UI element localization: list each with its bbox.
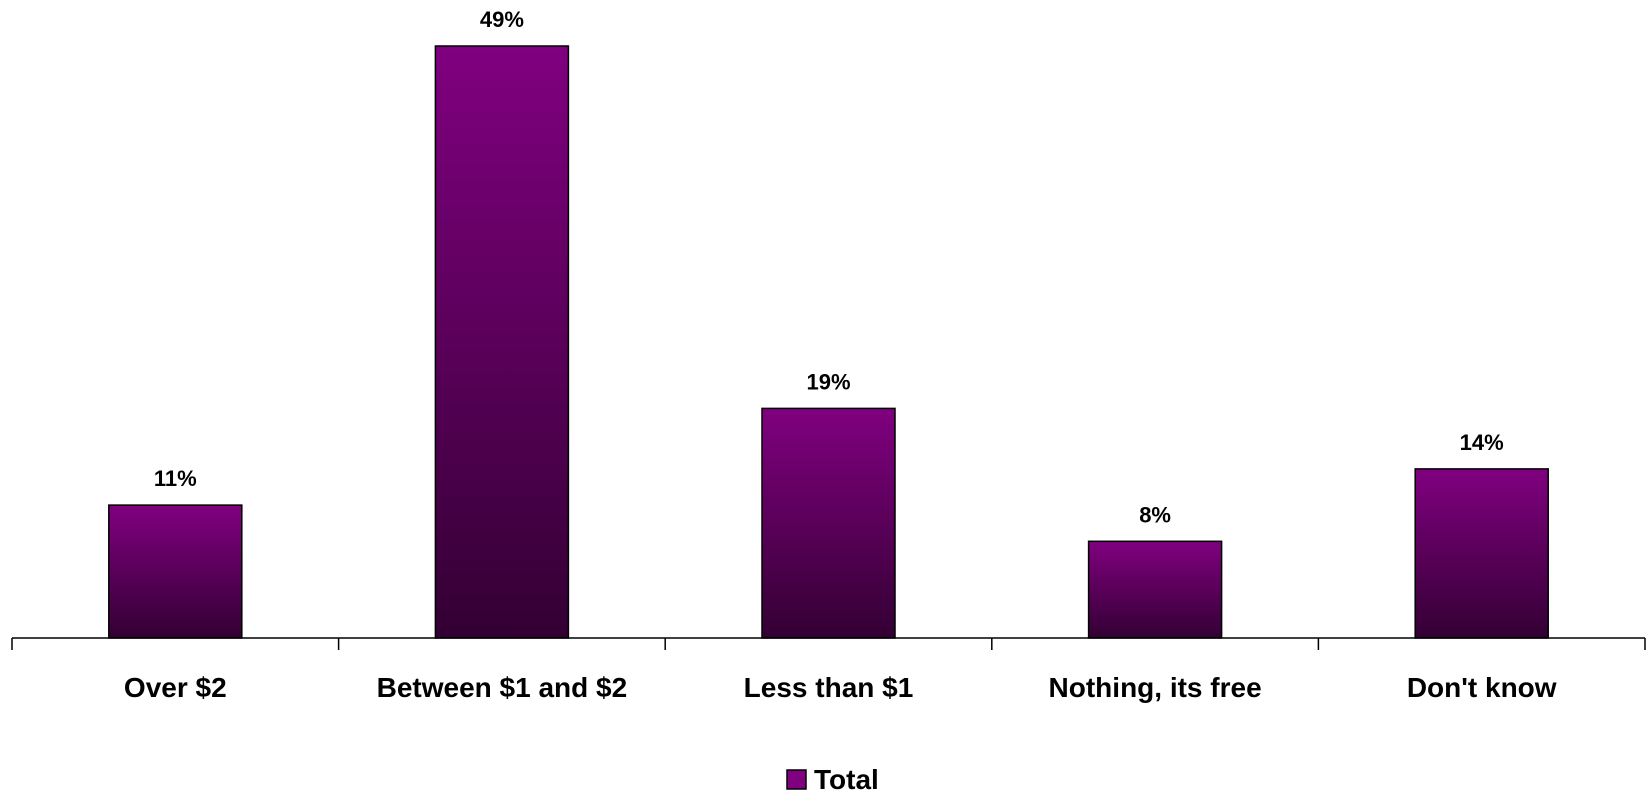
bar-5 <box>1414 468 1549 639</box>
data-label-2: 49% <box>480 7 524 32</box>
data-label-5: 14% <box>1460 430 1504 455</box>
x-axis <box>11 637 1646 650</box>
legend-swatch-total <box>786 769 807 790</box>
bar-1 <box>108 504 243 639</box>
legend-label-total: Total <box>814 764 879 793</box>
bar-2 <box>434 45 570 639</box>
legend: Total <box>786 764 879 795</box>
labels-layer: 11% Over $2 49% Between $1 and $2 19% Less th… <box>124 7 1557 703</box>
bars-layer <box>108 45 1549 639</box>
bar-4 <box>1087 540 1223 639</box>
data-label-4: 8% <box>1139 502 1171 527</box>
category-label-2: Between $1 and $2 <box>377 672 628 703</box>
data-label-3: 19% <box>806 369 850 394</box>
category-label-1: Over $2 <box>124 672 227 703</box>
category-label-4: Nothing, its free <box>1049 672 1262 703</box>
category-label-3: Less than $1 <box>744 672 914 703</box>
bar-3 <box>761 407 896 639</box>
data-label-1: 11% <box>154 466 197 491</box>
category-label-5: Don't know <box>1407 672 1557 703</box>
